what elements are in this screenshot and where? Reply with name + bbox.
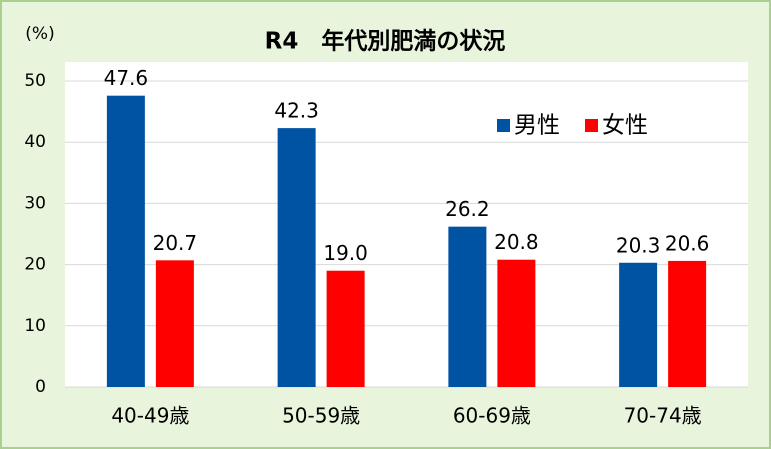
y-tick-label: 0 [35,377,46,397]
bar [497,259,536,387]
legend-swatch [497,119,510,132]
y-axis-label: (%) [25,24,54,44]
bar [106,95,145,388]
value-label: 47.6 [104,66,149,90]
bar [668,260,707,387]
legend-label: 男性 [514,113,560,139]
value-label: 26.2 [445,197,490,221]
y-tick-label: 10 [24,316,46,336]
y-tick-label: 50 [24,71,46,91]
x-tick-label: 70-74歳 [624,404,702,428]
value-label: 20.3 [616,233,661,257]
value-label: 20.6 [665,231,710,255]
value-label: 20.8 [494,230,539,254]
x-tick-label: 60-69歳 [453,404,531,428]
bar [277,128,316,387]
y-tick-label: 40 [24,132,46,152]
bar [448,226,487,387]
value-label: 42.3 [274,99,319,123]
legend-label: 女性 [602,113,648,139]
value-label: 19.0 [323,241,368,265]
y-tick-label: 30 [24,193,46,213]
value-label: 20.7 [153,231,198,255]
x-tick-label: 50-59歳 [282,404,360,428]
chart-title: R4 年代別肥満の状況 [265,28,506,55]
x-tick-label: 40-49歳 [111,404,189,428]
y-tick-label: 20 [24,255,46,275]
bar [155,260,194,387]
legend-swatch [585,119,598,132]
bar [326,270,365,387]
bar [619,262,658,387]
